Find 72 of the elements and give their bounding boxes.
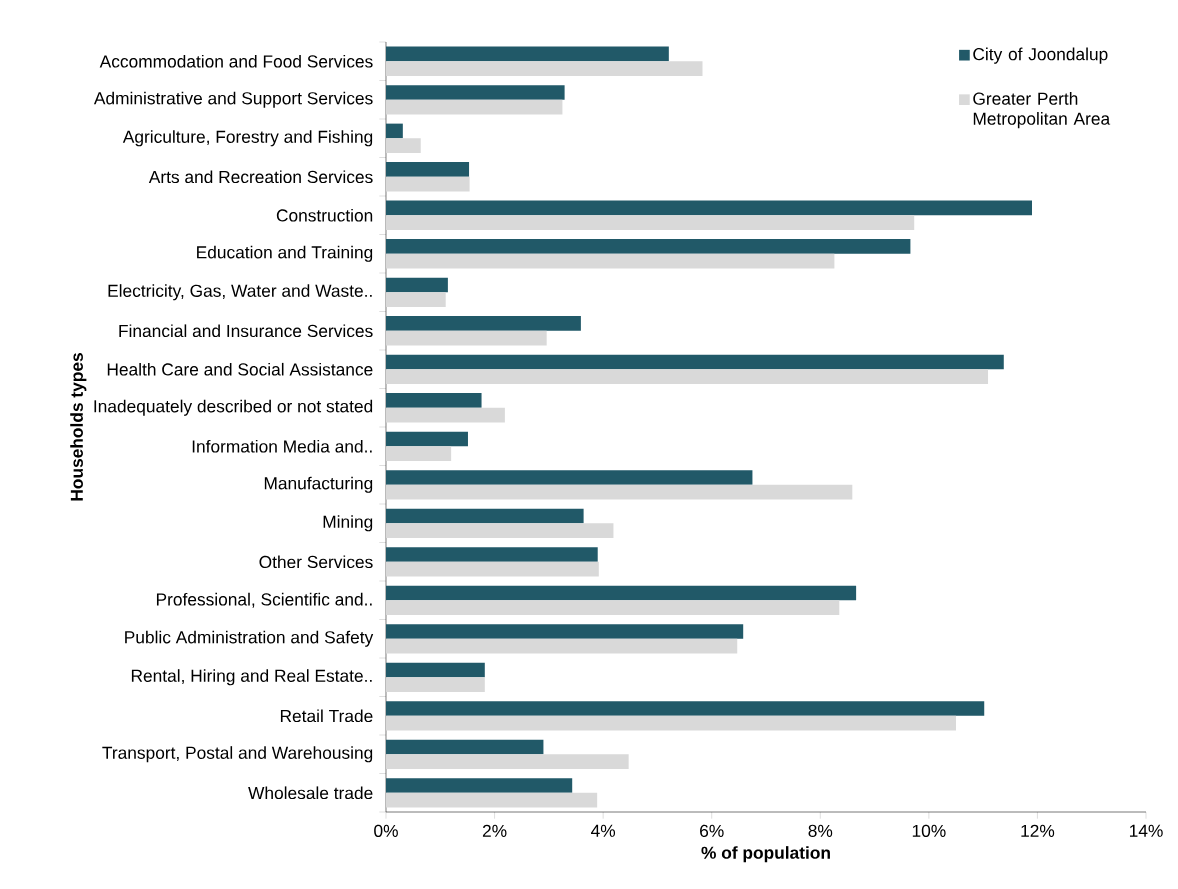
bar: [386, 561, 599, 577]
bar: [386, 600, 840, 615]
bar: [386, 677, 485, 692]
bar: [386, 523, 614, 538]
legend-label: Greater Perth Metropolitan Area: [973, 92, 1111, 129]
y-tick-label: Other Services: [259, 555, 373, 569]
bar: [386, 470, 753, 485]
y-axis-title: Households types: [70, 353, 87, 501]
y-tick-label: Rental, Hiring and Real Estate..: [131, 669, 372, 686]
bar: [386, 407, 505, 423]
x-tick-label: 0%: [374, 824, 398, 837]
y-tick-label: Mining: [323, 515, 373, 532]
bar: [386, 715, 957, 731]
y-tick-label: Arts and Recreation Services: [148, 170, 373, 184]
y-tick-label: Wholesale trade: [248, 786, 373, 800]
bar: [386, 292, 446, 307]
bar: [386, 431, 468, 447]
x-tick-label: 6%: [700, 824, 724, 837]
bar: [386, 330, 547, 346]
y-tick-label: Health Care and Social Assistance: [107, 362, 373, 376]
y-tick-label: Accommodation and Food Services: [99, 54, 373, 68]
bar: [386, 99, 563, 115]
x-tick-label: 10%: [912, 824, 946, 837]
bar: [386, 253, 835, 269]
y-tick-label: Information Media and..: [192, 439, 372, 453]
y-tick-label: Administrative and Support Services: [93, 91, 373, 108]
y-tick-label: Construction: [276, 208, 373, 222]
y-tick-label: Transport, Postal and Warehousing: [102, 746, 373, 763]
bar: [386, 662, 485, 678]
bar: [386, 754, 629, 769]
y-tick-label: Electricity, Gas, Water and Waste..: [108, 284, 372, 301]
bar: [386, 369, 989, 384]
bar: [386, 547, 598, 562]
bar: [386, 446, 452, 461]
bar: [386, 585, 857, 601]
bar: [386, 85, 565, 100]
bar: [386, 792, 598, 808]
bar: [386, 393, 482, 408]
y-tick-label: Education and Training: [197, 245, 373, 262]
bar: [386, 200, 1033, 216]
bar: [386, 484, 853, 500]
legend-label: City of Joondalup: [973, 47, 1108, 64]
bar: [386, 239, 911, 254]
bar: [386, 46, 669, 62]
x-tick-label: 2%: [482, 824, 507, 837]
bar: [386, 638, 738, 654]
bar: [386, 701, 985, 716]
bar: [386, 215, 915, 230]
bar: [386, 739, 544, 755]
y-tick-label: Professional, Scientific and..: [156, 592, 372, 608]
bar: [386, 176, 470, 192]
x-tick-label: 8%: [808, 824, 833, 837]
bar: [386, 138, 421, 153]
x-tick-label: 4%: [591, 824, 616, 837]
bar: [386, 778, 573, 793]
bar: [386, 123, 403, 139]
bar: [386, 508, 584, 524]
y-tick-label: Public Administration and Safety: [125, 630, 374, 647]
bar: [386, 162, 470, 177]
bar: [386, 624, 744, 639]
bar: [386, 61, 703, 76]
x-tick-label: 14%: [1129, 824, 1163, 837]
bar: [386, 354, 1004, 370]
y-tick-label: Retail Trade: [280, 709, 373, 723]
x-tick-label: 12%: [1021, 824, 1055, 837]
bar: [386, 277, 448, 293]
y-tick-label: Inadequately described or not stated: [94, 399, 373, 416]
bar: [386, 316, 581, 331]
y-tick-label: Agriculture, Forestry and Fishing: [122, 130, 373, 147]
y-tick-label: Financial and Insurance Services: [119, 324, 373, 338]
x-axis-title: % of population: [701, 846, 830, 863]
y-tick-label: Manufacturing: [264, 476, 373, 493]
